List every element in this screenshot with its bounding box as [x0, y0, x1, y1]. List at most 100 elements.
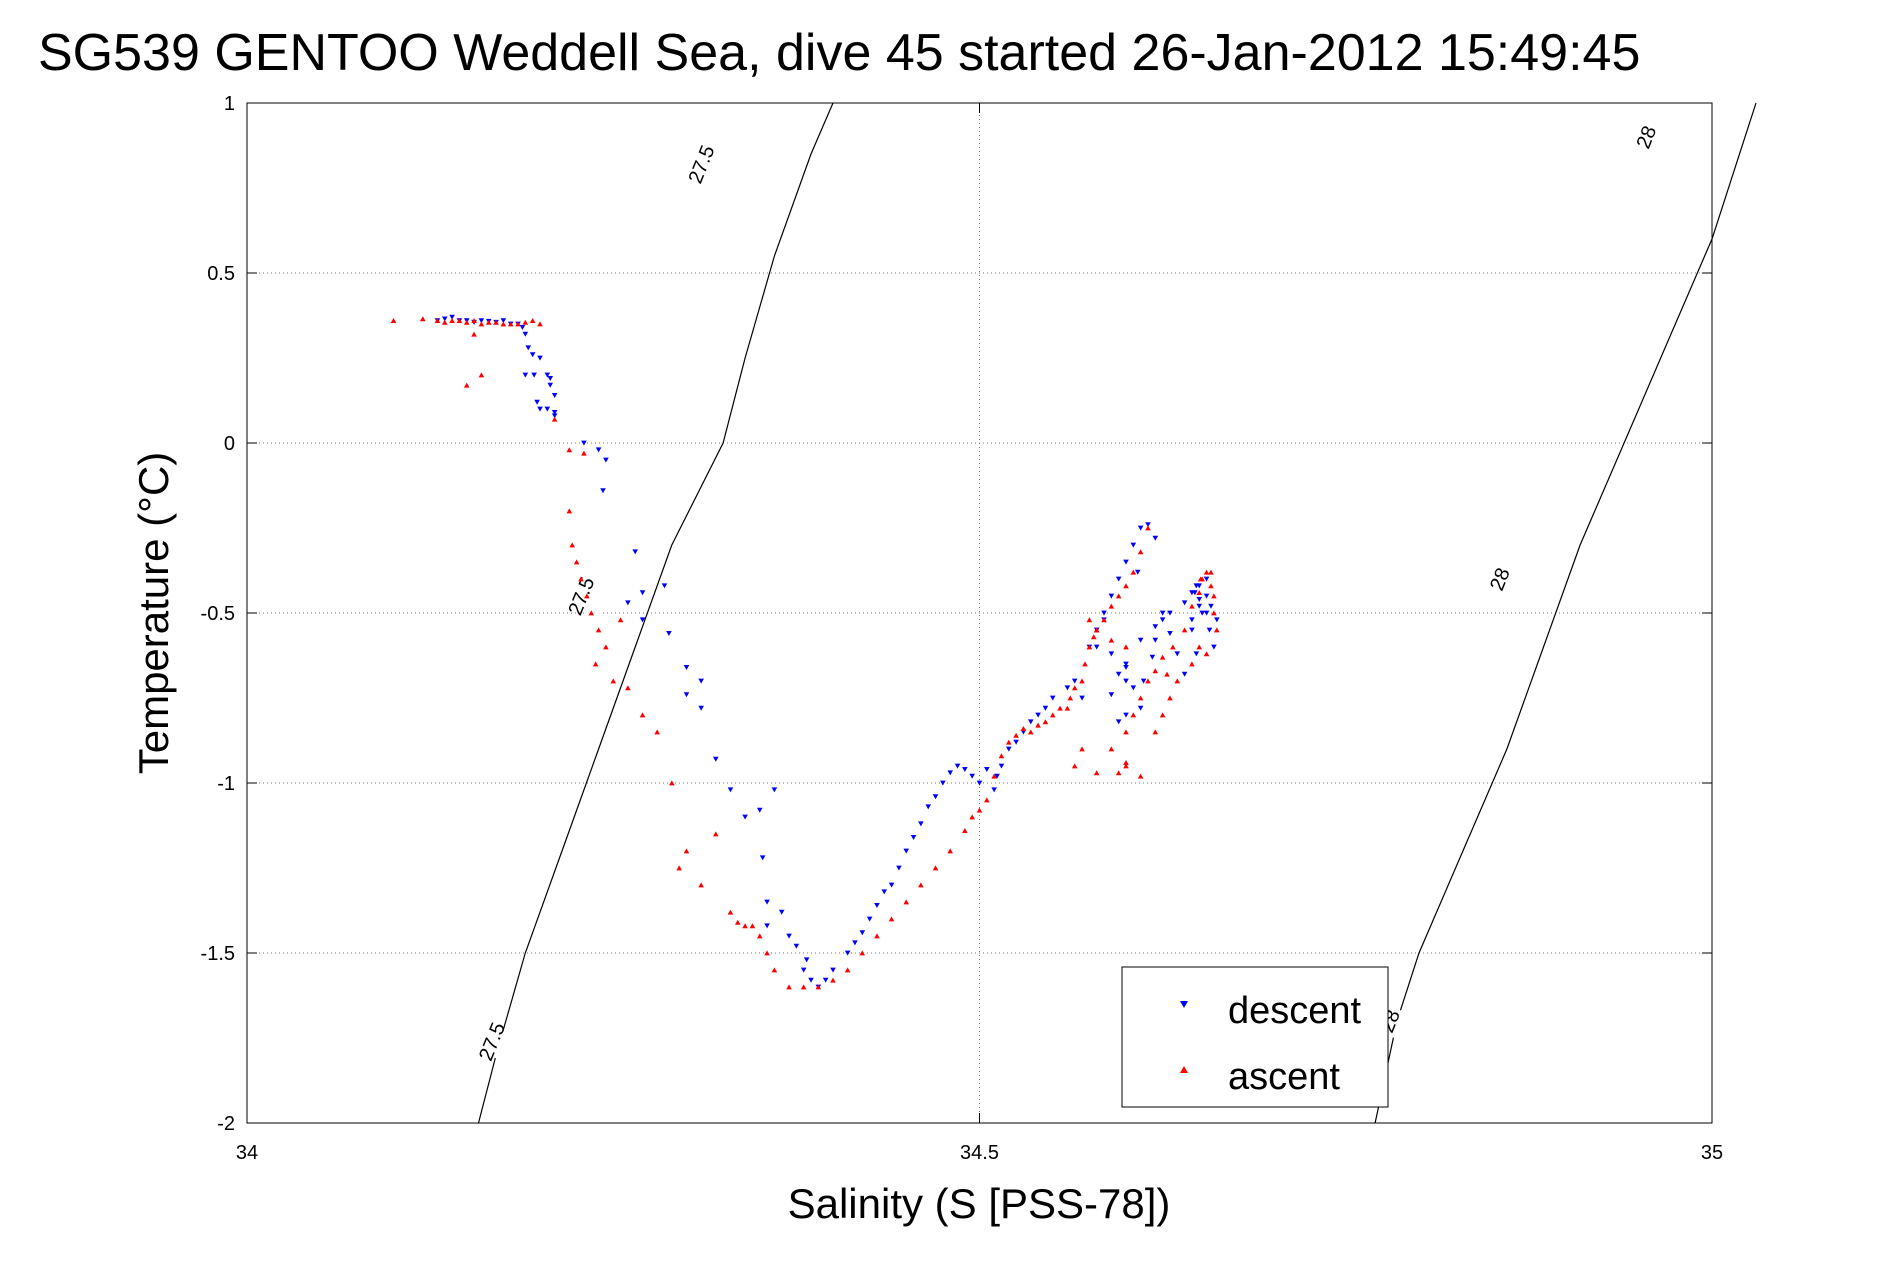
- descent-marker: [1123, 678, 1129, 684]
- ascent-marker: [569, 542, 576, 548]
- descent-marker: [991, 787, 997, 793]
- ascent-marker: [478, 372, 485, 378]
- descent-marker: [1196, 583, 1203, 589]
- descent-marker: [1152, 637, 1159, 643]
- ascent-marker: [1020, 726, 1027, 731]
- ascent-marker: [800, 984, 807, 990]
- ascent-marker: [1086, 617, 1093, 623]
- ascent-marker: [1159, 712, 1166, 718]
- descent-marker: [998, 763, 1005, 769]
- descent-marker: [522, 331, 529, 337]
- descent-marker: [683, 692, 690, 698]
- ascent-marker: [1203, 569, 1210, 575]
- descent-marker: [940, 780, 946, 786]
- ascent-marker: [932, 865, 939, 871]
- contour-label-gap: [462, 1018, 522, 1065]
- ascent-marker: [1123, 583, 1129, 589]
- descent-marker: [551, 410, 558, 415]
- ascent-marker: [1189, 603, 1195, 609]
- descent-marker: [1196, 603, 1203, 609]
- ascent-marker: [500, 321, 507, 327]
- descent-marker: [537, 406, 543, 412]
- descent-marker: [947, 770, 953, 776]
- ascent-marker: [595, 627, 602, 633]
- ascent-marker: [1067, 695, 1074, 701]
- ascent-marker: [654, 729, 660, 735]
- ascent-marker: [507, 321, 514, 327]
- ascent-marker: [1064, 705, 1071, 711]
- descent-marker: [1137, 705, 1144, 711]
- y-tick-label: -2: [217, 1113, 235, 1135]
- descent-marker: [764, 899, 770, 905]
- y-tick-label: -0.5: [201, 603, 235, 625]
- ascent-marker: [844, 967, 851, 973]
- ascent-marker: [947, 848, 953, 854]
- descent-marker: [1101, 610, 1107, 616]
- descent-marker: [529, 352, 536, 358]
- contour-label-gap: [671, 141, 731, 187]
- ascent-marker: [998, 753, 1005, 759]
- descent-marker: [698, 705, 704, 711]
- descent-marker: [852, 940, 858, 946]
- contour-label-gap: [551, 573, 611, 619]
- ascent-marker: [529, 318, 536, 323]
- descent-marker: [547, 382, 554, 388]
- legend-box: [1121, 966, 1389, 1108]
- ascent-marker: [830, 977, 836, 983]
- descent-marker: [1071, 678, 1078, 684]
- descent-marker: [1189, 617, 1195, 623]
- ascent-marker: [1196, 644, 1203, 650]
- ascent-marker: [771, 967, 778, 973]
- descent-marker: [1152, 535, 1159, 541]
- chart-title: SG539 GENTOO Weddell Sea, dive 45 starte…: [38, 24, 1640, 82]
- ascent-marker: [625, 685, 631, 691]
- descent-marker: [632, 549, 639, 555]
- ascent-marker: [734, 919, 741, 925]
- descent-marker: [1130, 542, 1137, 548]
- ascent-marker: [1013, 732, 1019, 738]
- descent-marker: [1203, 610, 1210, 616]
- data-markers: [390, 314, 1220, 990]
- descent-marker: [994, 773, 1000, 779]
- ascent-marker: [493, 319, 499, 325]
- ascent-marker: [588, 610, 595, 616]
- descent-marker: [859, 930, 866, 936]
- descent-marker: [1149, 654, 1156, 660]
- descent-marker: [932, 794, 939, 800]
- ascent-marker: [1108, 637, 1115, 643]
- descent-marker: [1035, 712, 1041, 718]
- ascent-marker: [888, 916, 895, 922]
- ascent-marker: [1090, 634, 1097, 640]
- descent-marker: [881, 889, 888, 895]
- descent-marker: [639, 590, 646, 596]
- descent-marker: [595, 447, 602, 453]
- ascent-marker: [815, 984, 822, 990]
- descent-marker: [1108, 593, 1115, 599]
- ascent-marker: [1208, 583, 1214, 589]
- ascent-marker: [1137, 549, 1144, 555]
- descent-marker: [1189, 627, 1195, 633]
- ascent-marker: [756, 933, 763, 939]
- ascent-marker: [1115, 770, 1122, 776]
- ascent-marker: [1197, 576, 1204, 582]
- descent-marker: [786, 933, 792, 939]
- ascent-marker: [1164, 671, 1170, 677]
- descent-marker: [1130, 685, 1137, 691]
- ascent-marker: [1123, 729, 1129, 735]
- ascent-marker: [713, 831, 719, 837]
- descent-marker: [727, 787, 734, 793]
- x-tick-label: 34: [236, 1142, 258, 1164]
- descent-marker: [537, 355, 543, 361]
- descent-marker: [1167, 610, 1173, 616]
- descent-marker: [519, 325, 526, 330]
- descent-marker: [1006, 746, 1012, 752]
- ascent-marker: [991, 773, 997, 779]
- descent-marker: [1193, 651, 1200, 657]
- descent-marker: [531, 372, 537, 378]
- ascent-marker: [603, 644, 609, 650]
- descent-marker: [522, 372, 529, 378]
- descent-marker: [903, 848, 910, 854]
- descent-marker: [808, 977, 814, 983]
- ascent-marker: [1170, 644, 1176, 650]
- ascent-marker: [1042, 719, 1049, 725]
